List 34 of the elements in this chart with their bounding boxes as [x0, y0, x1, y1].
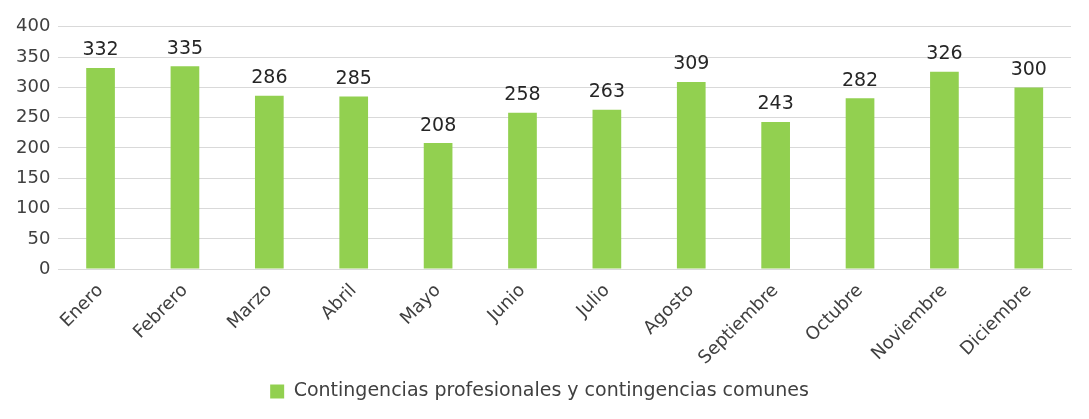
data-label: 309: [673, 51, 710, 74]
y-tick-label: 200: [16, 135, 51, 157]
bar: [339, 96, 369, 269]
data-label: 243: [757, 91, 794, 114]
y-tick-label: 300: [16, 75, 51, 97]
bar: [423, 143, 453, 269]
legend-label: Contingencias profesionales y contingencias comunes: [293, 378, 809, 401]
bar: [761, 121, 790, 269]
data-label: 300: [1010, 56, 1047, 79]
bar: [845, 98, 875, 269]
bar: [170, 66, 200, 269]
bar: [592, 109, 622, 269]
data-label: 263: [588, 79, 625, 102]
bar: [1014, 87, 1044, 269]
data-label: 286: [251, 65, 288, 88]
bar: [676, 81, 706, 269]
y-tick-label: 150: [16, 165, 51, 187]
bar: [254, 95, 284, 269]
bar: [86, 67, 115, 269]
data-label: 335: [166, 35, 204, 58]
y-tick-label: 100: [16, 196, 51, 218]
y-tick-label: 250: [16, 105, 51, 127]
y-tick-label: 350: [16, 44, 51, 66]
data-label: 326: [926, 41, 963, 64]
data-label: 282: [841, 67, 879, 90]
data-label: 332: [82, 37, 119, 60]
data-label: 285: [335, 65, 372, 88]
data-label: 208: [419, 112, 457, 135]
y-tick-label: 400: [16, 14, 51, 36]
bar: [508, 112, 537, 269]
bar: [930, 71, 959, 269]
data-label: 258: [504, 82, 541, 105]
y-tick-label: 0: [38, 256, 51, 278]
y-tick-label: 50: [27, 226, 51, 248]
